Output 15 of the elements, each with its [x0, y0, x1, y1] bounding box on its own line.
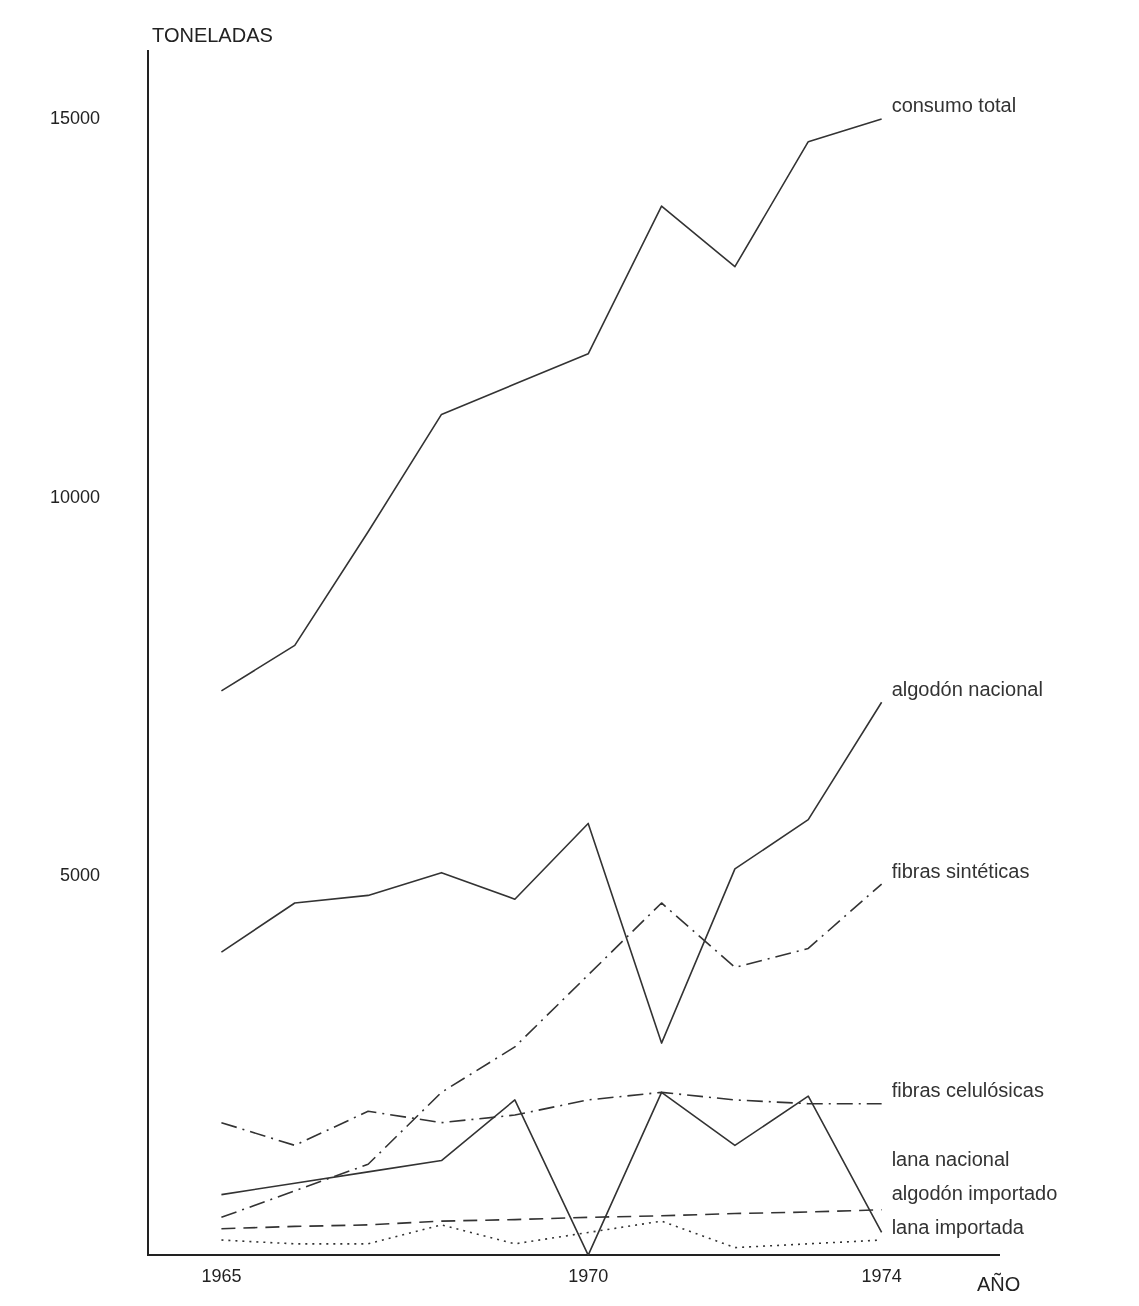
x-axis-title: AÑO	[977, 1271, 1021, 1295]
x-tick-label: 1970	[568, 1265, 609, 1286]
x-tick-label: 1974	[861, 1265, 902, 1286]
series-label: fibras sintéticas	[891, 859, 1030, 882]
y-tick-label: 5000	[60, 865, 101, 886]
x-tick-label: 1965	[201, 1265, 242, 1286]
series-label: fibras celulósicas	[891, 1079, 1044, 1102]
series-label: algodón nacional	[891, 677, 1043, 700]
series-label: algodón importado	[891, 1181, 1058, 1204]
y-tick-label: 10000	[49, 486, 101, 507]
text: lana nacional	[891, 1147, 1010, 1170]
series-label: lana importada	[891, 1215, 1025, 1238]
y-tick-label: 15000	[49, 107, 101, 128]
y-axis-title: TONELADAS	[152, 24, 273, 47]
series-label: consumo total	[891, 94, 1017, 117]
